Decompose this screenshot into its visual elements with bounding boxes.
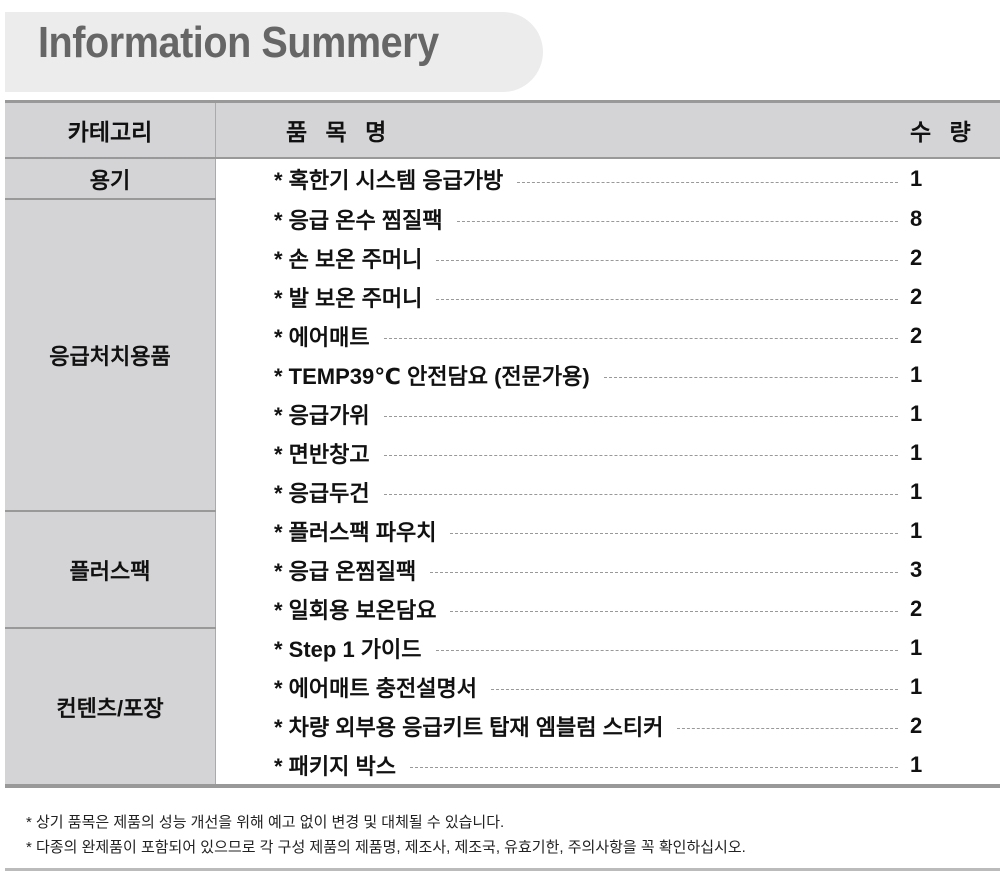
dotted-leader [430,572,898,573]
dotted-leader [456,221,898,222]
divider [5,868,1000,871]
item-qty: 1 [910,634,923,660]
category-cell: 용기 [5,158,216,200]
item-name: * 손 보온 주머니 [274,246,423,272]
item-name: * 차량 외부용 응급키트 탑재 엠블럼 스티커 [274,714,664,740]
dotted-leader [435,650,898,651]
table-row: * 발 보온 주머니 2 [5,277,1000,316]
page-title: Information Summery [38,18,439,67]
item-name: * 응급 온찜질팩 [274,558,417,584]
item-name: * 응급가위 [274,402,370,428]
dotted-leader [410,767,898,768]
table-row: * TEMP39℃ 안전담요 (전문가용) 1 [5,355,1000,394]
item-qty: 1 [910,400,923,426]
item-cell: * 응급가위 [216,394,911,433]
item-name: * 응급 온수 찜질팩 [274,207,443,233]
table-row: * 응급두건 1 [5,472,1000,511]
item-qty: 8 [910,205,923,231]
item-qty: 3 [910,556,923,582]
item-qty: 2 [910,712,923,738]
header-qty: 수 량 [910,101,1000,159]
item-qty: 1 [910,673,923,699]
item-qty: 1 [910,517,923,543]
item-name: * Step 1 가이드 [274,636,422,662]
item-qty: 2 [910,322,923,348]
table-row: * 면반창고 1 [5,433,1000,472]
item-name: * 에어매트 충전설명서 [274,675,477,701]
summary-table: 카테고리 품 목 명 수 량 용기 * 혹한기 시스템 응급가방 1 응급처치용품 * … [5,100,1000,788]
item-qty: 1 [910,478,923,504]
note-line: * 상기 품목은 제품의 성능 개선을 위해 예고 없이 변경 및 대체될 수 … [26,814,505,831]
table-row: * 패키지 박스 1 [5,745,1000,786]
item-cell: * 에어매트 충전설명서 [216,667,911,706]
table-row: * 일회용 보온담요 2 [5,589,1000,628]
header-category: 카테고리 [5,101,216,159]
item-cell: * 플러스팩 파우치 [216,511,911,550]
item-qty: 2 [910,244,923,270]
dotted-leader [517,181,898,183]
item-cell: * 발 보온 주머니 [216,277,911,316]
item-qty: 1 [910,166,923,191]
item-name: * 플러스팩 파우치 [274,519,437,545]
item-qty: 2 [910,283,923,309]
table-header: 카테고리 품 목 명 수 량 [5,101,1000,159]
item-name: * 발 보온 주머니 [274,285,423,311]
item-qty: 1 [910,751,923,777]
table-row: * 손 보온 주머니 2 [5,238,1000,277]
item-qty: 1 [910,361,923,387]
table-row: * 차량 외부용 응급키트 탑재 엠블럼 스티커 2 [5,706,1000,745]
dotted-leader [383,494,898,495]
dotted-leader [436,260,898,261]
table-row: * 응급가위 1 [5,394,1000,433]
item-cell: * 에어매트 [216,316,911,355]
dotted-leader [450,533,898,534]
table-row: 플러스팩 * 플러스팩 파우치 1 [5,511,1000,629]
item-name: * 일회용 보온담요 [274,597,437,623]
item-name: * 응급두건 [274,480,370,506]
notes: * 상기 품목은 제품의 성능 개선을 위해 예고 없이 변경 및 대체될 수 … [26,810,746,860]
header-item: 품 목 명 [215,101,910,159]
category-cell: 컨텐츠/포장 [5,628,216,787]
table-row: * 에어매트 충전설명서 1 [5,667,1000,706]
item-cell: * 응급 온찜질팩 [216,550,911,589]
item-cell: * Step 1 가이드 [216,628,911,667]
dotted-leader [383,455,898,456]
category-cell: 응급처치용품 [5,199,216,512]
item-cell: * 면반창고 [216,433,911,472]
note-line: * 다종의 완제품이 포함되어 있으므로 각 구성 제품의 제품명, 제조사, … [26,839,746,856]
item-cell: * 패키지 박스 [216,745,911,786]
item-cell: * 차량 외부용 응급키트 탑재 엠블럼 스티커 [216,706,911,745]
item-name: * 혹한기 시스템 응급가방 [274,168,504,193]
dotted-leader [603,377,898,378]
item-cell: * 응급두건 [216,472,911,511]
table-row: 컨텐츠/포장 * Step 1 가이드 1 [5,628,1000,787]
item-qty: 2 [910,595,923,621]
category-cell: 플러스팩 [5,511,216,629]
table-row: 용기 * 혹한기 시스템 응급가방 1 [5,158,1000,200]
dotted-leader [450,611,898,612]
table-row: * 응급 온찜질팩 3 [5,550,1000,589]
dotted-leader [383,416,898,417]
item-name: * 패키지 박스 [274,753,396,779]
item-cell: * 손 보온 주머니 [216,238,911,277]
item-cell: * 응급 온수 찜질팩 [216,199,911,238]
item-qty: 1 [910,439,923,465]
item-cell: * 일회용 보온담요 [216,589,911,628]
title-banner [5,12,543,92]
table-row: * 에어매트 2 [5,316,1000,355]
dotted-leader [383,338,898,339]
item-name: * 에어매트 [274,324,370,350]
item-name: * 면반창고 [274,441,370,467]
dotted-leader [677,728,898,729]
item-cell: * TEMP39℃ 안전담요 (전문가용) [216,355,911,394]
dotted-leader [436,299,898,300]
table-row: 응급처치용품 * 응급 온수 찜질팩 8 [5,199,1000,512]
dotted-leader [490,689,898,690]
item-name: * TEMP39℃ 안전담요 (전문가용) [274,363,590,389]
item-cell: * 혹한기 시스템 응급가방 [216,158,911,199]
